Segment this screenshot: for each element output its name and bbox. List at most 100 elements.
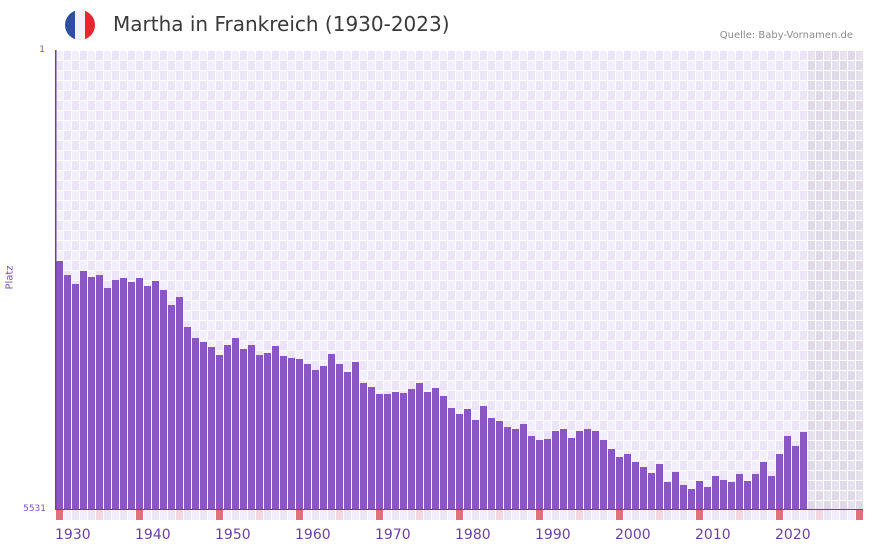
bar-1949 (208, 347, 215, 510)
x-tick-1960: 1960 (295, 527, 331, 543)
year-marker-1960 (296, 510, 303, 520)
year-marker-2007 (672, 510, 679, 520)
year-marker-2014 (728, 510, 735, 520)
x-tick-1970: 1970 (375, 527, 411, 543)
bar-1936 (104, 288, 111, 510)
year-marker-1935 (96, 510, 103, 520)
bar-1950 (216, 355, 223, 510)
year-marker-2003 (640, 510, 647, 520)
bar-1932 (72, 284, 79, 510)
bar-1992 (552, 431, 559, 510)
year-marker-1971 (384, 510, 391, 520)
flag-france-icon (65, 10, 95, 40)
year-marker-1975 (416, 510, 423, 520)
year-marker-2000 (616, 510, 623, 520)
x-tick-1950: 1950 (215, 527, 251, 543)
bar-2005 (656, 464, 663, 510)
year-marker-1958 (280, 510, 287, 520)
year-marker-1953 (240, 510, 247, 520)
year-marker-2004 (648, 510, 655, 520)
year-marker-2021 (784, 510, 791, 520)
year-marker-1948 (200, 510, 207, 520)
bar-1952 (232, 338, 239, 510)
year-marker-1969 (368, 510, 375, 520)
year-marker-2016 (744, 510, 751, 520)
bar-1957 (272, 346, 279, 510)
year-marker-1955 (256, 510, 263, 520)
year-marker-2009 (688, 510, 695, 520)
year-marker-1994 (568, 510, 575, 520)
year-marker-1963 (320, 510, 327, 520)
year-marker-1964 (328, 510, 335, 520)
flag-blue (65, 10, 75, 40)
bar-1933 (80, 271, 87, 510)
year-marker-2013 (720, 510, 727, 520)
year-marker-1968 (360, 510, 367, 520)
year-marker-2025 (816, 510, 823, 520)
year-marker-1978 (440, 510, 447, 520)
year-marker-1992 (552, 510, 559, 520)
bar-1967 (352, 362, 359, 510)
bar-1970 (376, 394, 383, 510)
year-marker-1956 (264, 510, 271, 520)
year-marker-2010 (696, 510, 703, 520)
bar-2006 (664, 482, 671, 510)
bar-2020 (776, 454, 783, 510)
year-marker-1965 (336, 510, 343, 520)
bar-2017 (752, 474, 759, 510)
year-marker-1957 (272, 510, 279, 520)
bar-2012 (712, 476, 719, 510)
year-marker-2018 (760, 510, 767, 520)
year-marker-1995 (576, 510, 583, 520)
bar-2019 (768, 476, 775, 510)
bar-2021 (784, 436, 791, 510)
bar-1966 (344, 372, 351, 510)
bar-1976 (424, 392, 431, 510)
bar-1995 (576, 431, 583, 510)
flag-red (85, 10, 95, 40)
x-tick-1990: 1990 (535, 527, 571, 543)
year-marker-2011 (704, 510, 711, 520)
year-marker-1950 (216, 510, 223, 520)
year-marker-1962 (312, 510, 319, 520)
bar-1940 (136, 278, 143, 510)
year-marker-2015 (736, 510, 743, 520)
year-marker-1986 (504, 510, 511, 520)
bar-1942 (152, 281, 159, 510)
bar-1991 (544, 439, 551, 510)
year-marker-1930 (56, 510, 63, 520)
bar-2014 (728, 482, 735, 510)
bar-1980 (456, 414, 463, 510)
bar-2018 (760, 462, 767, 510)
bar-1944 (168, 305, 175, 510)
bar-1986 (504, 427, 511, 510)
bar-1981 (464, 409, 471, 510)
y-tick-bottom: 5531 (23, 504, 46, 514)
year-marker-1970 (376, 510, 383, 520)
year-marker-1938 (120, 510, 127, 520)
bar-1945 (176, 297, 183, 510)
flag-white (75, 10, 85, 40)
bar-1939 (128, 282, 135, 510)
bar-1964 (328, 354, 335, 510)
year-marker-1966 (344, 510, 351, 520)
bar-1969 (368, 387, 375, 510)
x-tick-2010: 2010 (695, 527, 731, 543)
year-marker-1983 (480, 510, 487, 520)
bar-1968 (360, 383, 367, 510)
bar-2002 (632, 462, 639, 510)
bar-2008 (680, 485, 687, 510)
bar-1948 (200, 342, 207, 510)
bar-1984 (488, 418, 495, 510)
year-marker-2024 (808, 510, 815, 520)
bar-1961 (304, 364, 311, 510)
bar-1941 (144, 286, 151, 510)
x-tick-2000: 2000 (615, 527, 651, 543)
year-marker-1951 (224, 510, 231, 520)
bar-1951 (224, 345, 231, 510)
bar-1996 (584, 429, 591, 510)
bar-1973 (400, 393, 407, 510)
bar-2013 (720, 480, 727, 510)
bar-1946 (184, 327, 191, 510)
year-marker-2002 (632, 510, 639, 520)
